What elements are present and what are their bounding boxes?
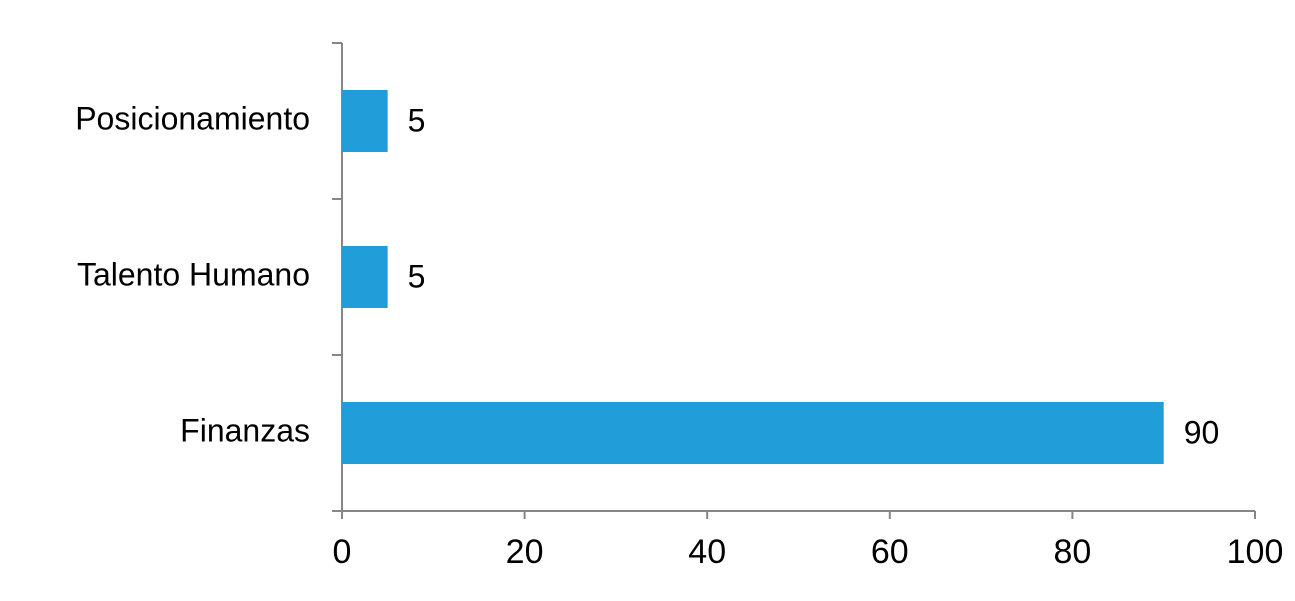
y-tick-label: Posicionamiento xyxy=(75,100,310,136)
x-tick-label: 0 xyxy=(333,533,352,571)
x-tick-label: 20 xyxy=(506,533,544,571)
x-tick-label: 60 xyxy=(871,533,909,571)
data-label: 5 xyxy=(408,258,426,294)
bar xyxy=(342,402,1164,464)
x-tick-label: 40 xyxy=(688,533,726,571)
x-tick-label: 80 xyxy=(1053,533,1091,571)
y-tick-label: Talento Humano xyxy=(77,256,310,292)
y-tick-label: Finanzas xyxy=(180,412,310,448)
data-label: 90 xyxy=(1184,414,1220,450)
bar xyxy=(342,90,388,152)
bar xyxy=(342,246,388,308)
x-tick-label: 100 xyxy=(1227,533,1284,571)
data-label: 5 xyxy=(408,102,426,138)
